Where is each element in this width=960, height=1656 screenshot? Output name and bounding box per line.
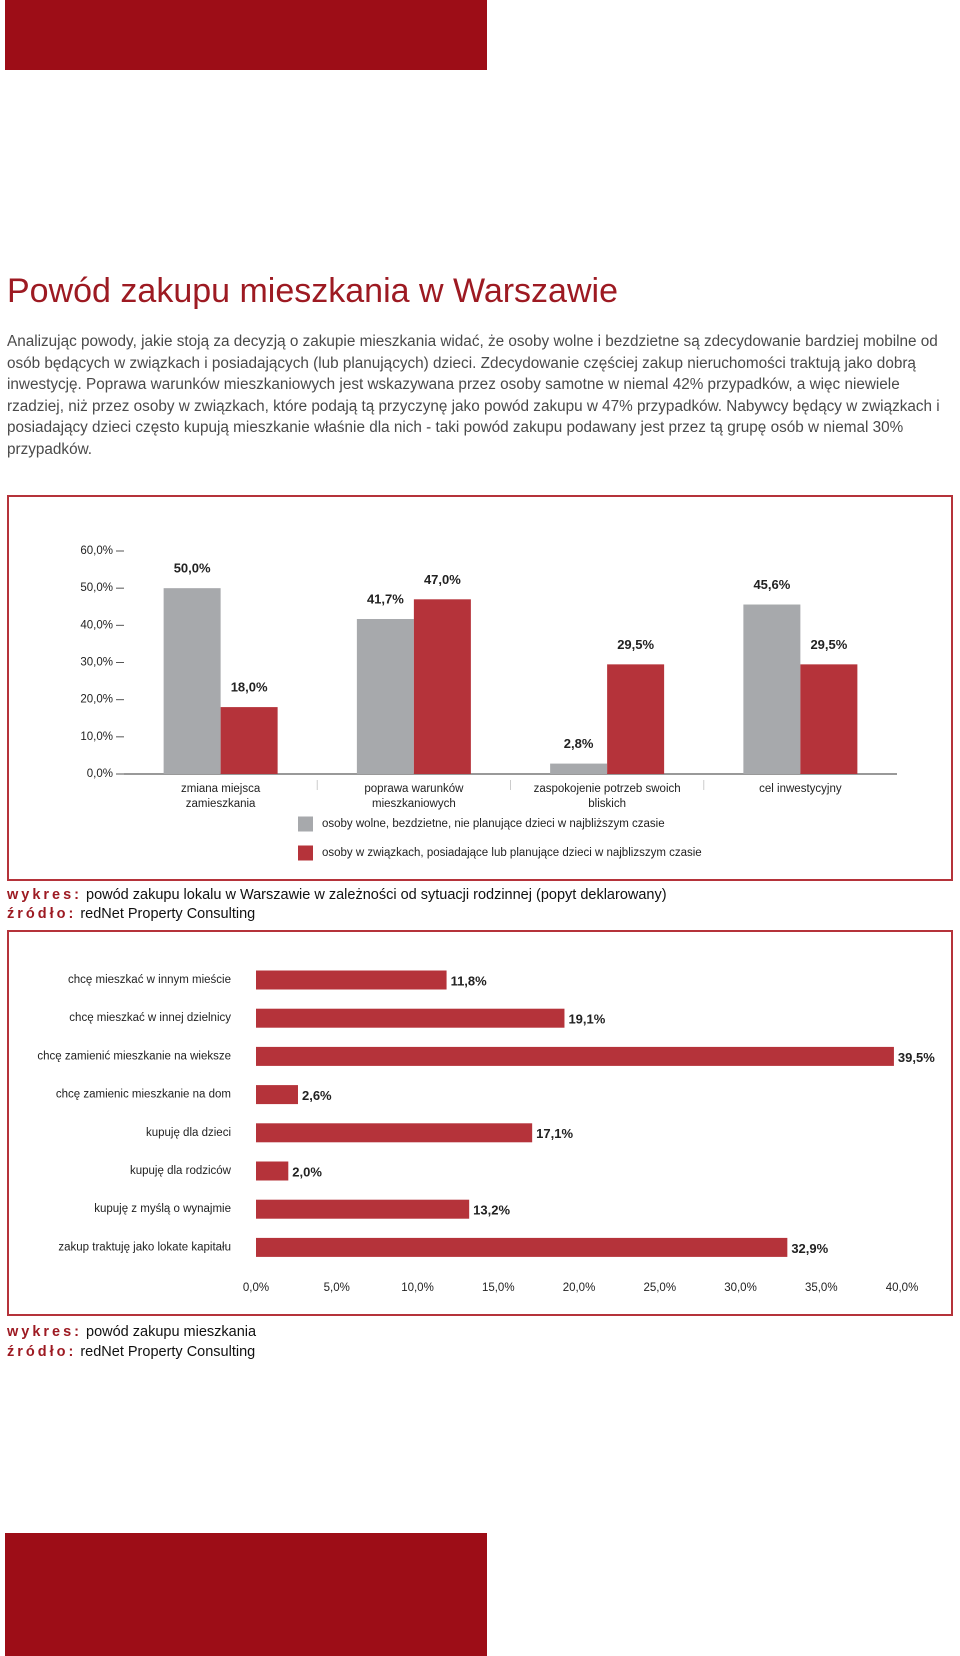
caption-label: wykres: (7, 1324, 83, 1340)
y-tick-label: 10,0% (80, 731, 113, 743)
chart-frame (7, 495, 953, 881)
bar (256, 1046, 894, 1066)
value-label: 2,8% (564, 736, 594, 751)
x-tick-label: cel inwestycyjny (759, 783, 842, 795)
x-tick-label: 15,0% (482, 1282, 515, 1294)
y-tick-label: 30,0% (80, 657, 113, 669)
value-label: 2,0% (292, 1164, 322, 1179)
value-label: 45,6% (753, 577, 790, 592)
x-tick-label: 35,0% (805, 1282, 838, 1294)
value-label: 41,7% (367, 591, 404, 606)
value-label: 17,1% (536, 1126, 573, 1141)
caption-text: powód zakupu mieszkania (86, 1324, 257, 1340)
chart-frame (7, 930, 953, 1316)
y-tick-label: chcę mieszkać w innym mieście (68, 974, 231, 986)
caption: wykres: powód zakupu lokalu w Warszawie w… (7, 887, 667, 903)
value-label: 13,2% (473, 1203, 510, 1218)
y-tick-label: 40,0% (80, 619, 113, 631)
page-title: Powód zakupu mieszkania w Warszawie (7, 272, 618, 310)
y-tick-label: kupuję dla rodziców (130, 1165, 232, 1177)
bar (256, 970, 447, 990)
value-label: 47,0% (424, 572, 461, 587)
source-label: źródło: (7, 1344, 77, 1360)
x-tick-label: 0,0% (243, 1282, 269, 1294)
x-tick-label: 5,0% (324, 1282, 350, 1294)
y-tick-label: 60,0% (80, 545, 113, 557)
source-label: źródło: (7, 906, 77, 922)
bottom-band (5, 1533, 487, 1656)
x-tick-label: zmiana miejsca zamieszkania (181, 783, 261, 810)
bar (607, 664, 665, 774)
bar (256, 1237, 788, 1257)
source: źródło: redNet Property Consulting (7, 906, 255, 922)
bar (800, 664, 858, 774)
y-tick-label: kupuję z myślą o wynajmie (94, 1203, 231, 1215)
caption-label: wykres: (7, 887, 83, 903)
bar (163, 588, 221, 774)
value-label: 50,0% (174, 561, 211, 576)
value-label: 29,5% (617, 637, 654, 652)
y-tick-label: 50,0% (80, 582, 113, 594)
y-tick-label: kupuję dla dzieci (146, 1127, 231, 1139)
bar (256, 1199, 470, 1219)
x-tick-label: 30,0% (724, 1282, 757, 1294)
bar (256, 1008, 565, 1028)
bar (256, 1123, 533, 1143)
top-band (5, 0, 487, 70)
legend-label: osoby w związkach, posiadające lub planu… (322, 847, 702, 859)
bar (256, 1085, 298, 1105)
source: źródło: redNet Property Consulting (7, 1344, 255, 1360)
value-label: 2,6% (302, 1088, 332, 1103)
x-tick-label: zaspokojenie potrzeb swoich bliskich (533, 783, 681, 810)
bar (743, 604, 801, 774)
source-text: redNet Property Consulting (80, 1344, 256, 1360)
x-tick-label: poprawa warunków mieszkaniowych (364, 783, 464, 810)
value-label: 18,0% (231, 680, 268, 695)
paragraph: Analizując powody, jakie stoją za decyzj… (7, 333, 940, 458)
y-tick-label: zakup traktuję jako lokate kapitału (58, 1241, 231, 1253)
y-tick-label: 0,0% (87, 768, 113, 780)
legend-label: osoby wolne, bezdzietne, nie planujące d… (322, 818, 665, 830)
y-tick-label: chcę mieszkać w innej dzielnicy (69, 1012, 231, 1024)
y-tick-label: 20,0% (80, 694, 113, 706)
x-tick-label: 40,0% (886, 1282, 919, 1294)
value-label: 11,8% (451, 973, 488, 988)
value-label: 29,5% (810, 637, 847, 652)
y-tick-label: chcę zamienić mieszkanie na wieksze (37, 1050, 231, 1062)
value-label: 32,9% (791, 1241, 828, 1256)
source-text: redNet Property Consulting (80, 906, 256, 922)
legend-swatch (298, 845, 313, 861)
caption-text: powód zakupu lokalu w Warszawie w zależn… (86, 887, 667, 903)
x-tick-label: 10,0% (401, 1282, 434, 1294)
value-label: 19,1% (568, 1012, 605, 1027)
x-tick-label: 20,0% (563, 1282, 596, 1294)
bar (220, 707, 278, 774)
bar (550, 763, 608, 774)
y-tick-label: chcę zamienic mieszkanie na dom (56, 1089, 231, 1101)
bar (356, 619, 414, 774)
value-label: 39,5% (898, 1050, 935, 1065)
legend-swatch (298, 816, 313, 832)
bar (256, 1161, 289, 1181)
caption: wykres: powód zakupu mieszkania (7, 1324, 256, 1340)
x-tick-label: 25,0% (643, 1282, 676, 1294)
bar (413, 599, 471, 774)
